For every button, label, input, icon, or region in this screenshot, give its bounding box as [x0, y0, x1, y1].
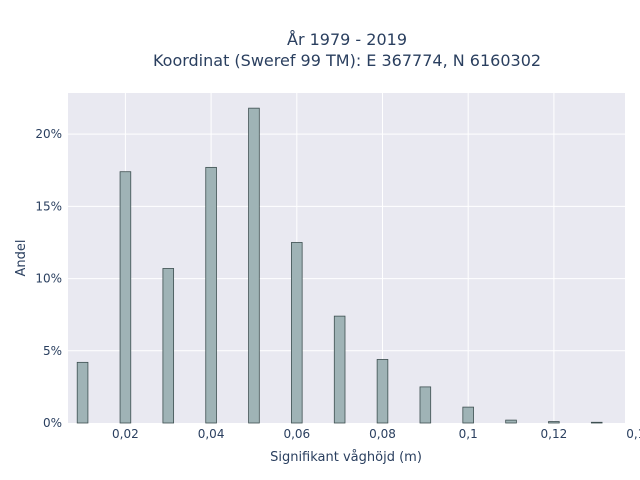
bar — [76, 361, 89, 424]
x-tick-label: 0,06 — [283, 427, 310, 441]
x-tick-label: 0,12 — [541, 427, 568, 441]
grid — [68, 93, 640, 423]
y-tick-label: 0% — [43, 416, 62, 430]
x-tick-label: 0,08 — [369, 427, 396, 441]
bar — [419, 386, 432, 424]
bar — [119, 171, 132, 424]
chart-title-line-2: Koordinat (Sweref 99 TM): E 367774, N 61… — [153, 51, 541, 70]
bar — [162, 268, 175, 424]
bar — [291, 242, 303, 424]
bars — [76, 107, 603, 424]
bar — [333, 315, 346, 424]
plot-area — [68, 93, 625, 423]
x-tick-label: 0,1 — [459, 427, 478, 441]
bar — [376, 359, 389, 424]
bar — [505, 419, 517, 424]
y-tick-label: 10% — [35, 272, 62, 286]
bar — [462, 406, 474, 424]
y-axis-label: Andel — [14, 240, 29, 277]
x-tick-label: 0,04 — [198, 427, 225, 441]
chart-title-line-1: År 1979 - 2019 — [287, 30, 407, 49]
bar — [205, 166, 217, 424]
tick-labels: 0,02 0,04 0,06 0,08 0,1 0,12 0,14 0% 5% 10% 15% 20% — [35, 127, 640, 441]
y-tick-label: 20% — [35, 127, 62, 141]
x-tick-label: 0,14 — [626, 427, 640, 441]
bar — [248, 107, 260, 424]
x-tick-label: 0,02 — [112, 427, 139, 441]
y-tick-label: 15% — [35, 199, 62, 213]
y-tick-label: 5% — [43, 344, 62, 358]
x-axis-label: Signifikant våghöjd (m) — [270, 450, 422, 465]
bar — [590, 421, 603, 424]
bar — [548, 421, 560, 424]
